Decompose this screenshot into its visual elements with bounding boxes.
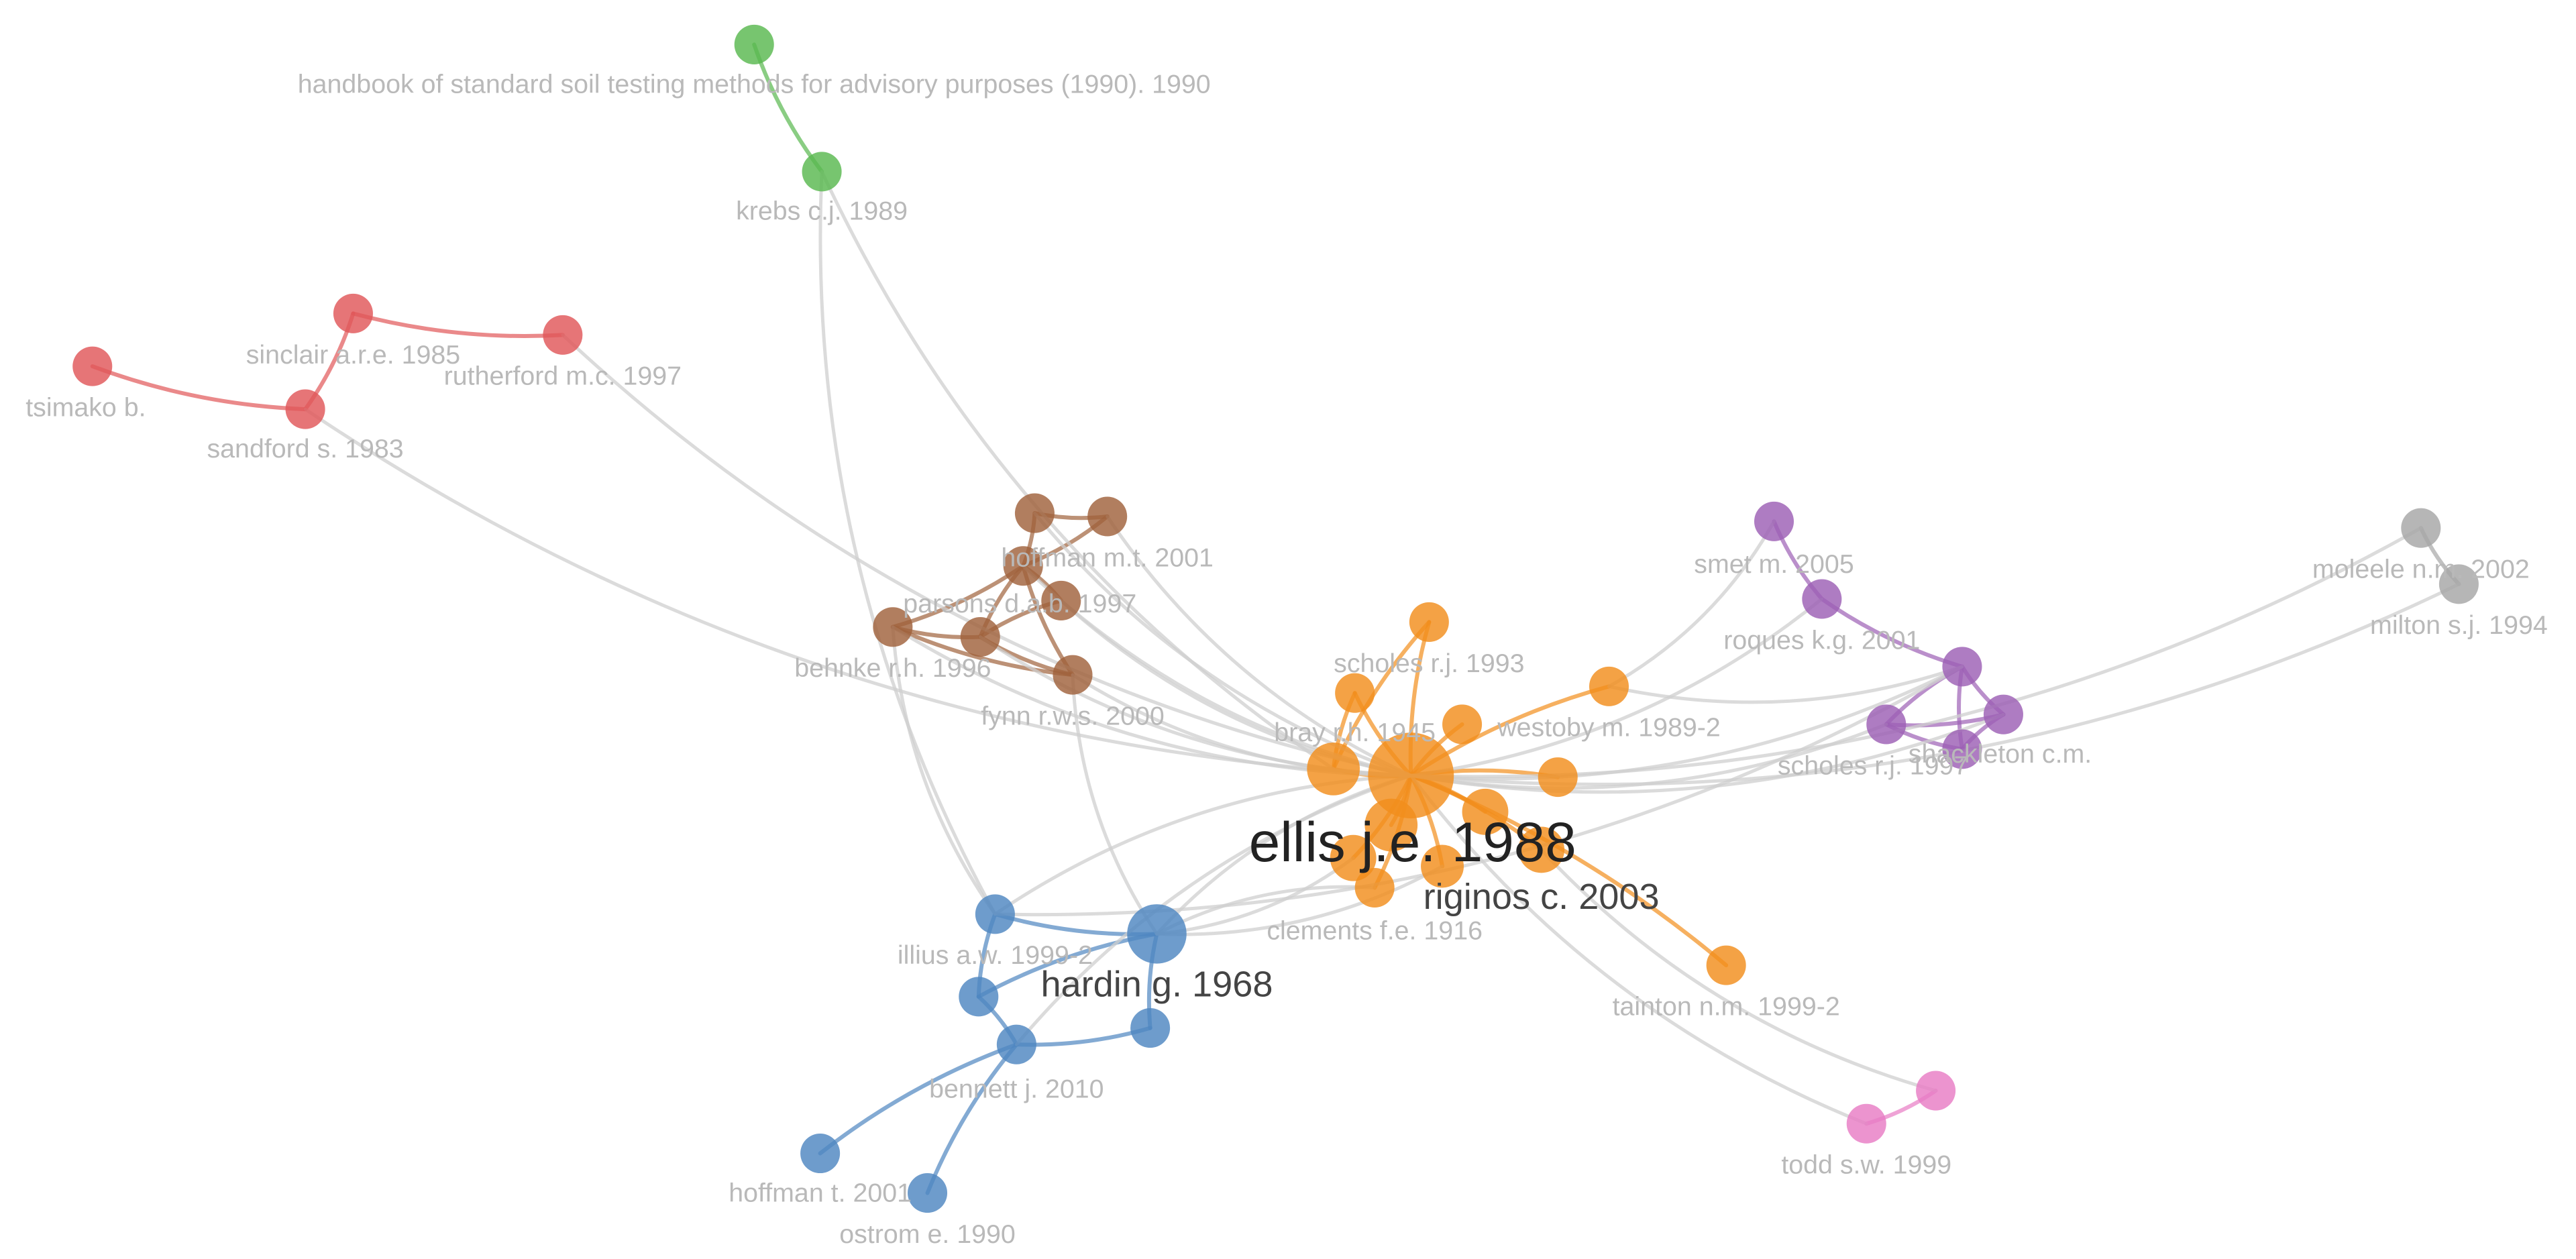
node-label-sinclair[interactable]: sinclair a.r.e. 1985 <box>246 340 460 370</box>
node-fynn[interactable] <box>1053 655 1093 695</box>
edge-hoffman2001-ellis <box>1106 514 1413 777</box>
edge-clements-hardin <box>1155 885 1377 936</box>
node-label-todd[interactable]: todd s.w. 1999 <box>1781 1150 1951 1180</box>
node-bl_extra2[interactable] <box>1130 1008 1171 1048</box>
node-label-behnke[interactable]: behnke r.h. 1996 <box>794 653 991 683</box>
nodes-layer <box>72 24 2479 1213</box>
node-hardin[interactable] <box>1127 904 1187 964</box>
node-label-shackleton[interactable]: shackleton c.m. <box>1909 739 2092 769</box>
node-label-clements[interactable]: clements f.e. 1916 <box>1267 916 1483 945</box>
edge-westoby-shackleton <box>1607 665 1964 704</box>
node-p_extra2[interactable] <box>1942 729 1982 769</box>
edge-hardin-o_extra4 <box>1155 865 1444 936</box>
node-ostrom[interactable] <box>908 1173 948 1213</box>
edge-sinclair-rutherford <box>351 311 565 338</box>
node-label-riginos[interactable]: riginos c. 2003 <box>1424 877 1660 917</box>
node-label-hoffman2001b[interactable]: hoffman t. 2001 <box>729 1178 912 1207</box>
node-label-roques[interactable]: roques k.g. 2001 <box>1723 625 1920 655</box>
node-rutherford[interactable] <box>543 315 583 355</box>
node-o_extra4[interactable] <box>1421 844 1464 888</box>
node-label-moleele[interactable]: moleele n.m. 2002 <box>2312 555 2530 584</box>
node-label-scholes1993[interactable]: scholes r.j. 1993 <box>1334 649 1524 678</box>
node-behnke[interactable] <box>873 607 913 647</box>
node-label-sandford[interactable]: sandford s. 1983 <box>207 434 403 463</box>
edge-rutherford-ellis <box>561 333 1413 777</box>
edge-ellis-shackleton <box>1409 665 1964 781</box>
node-bennett[interactable] <box>996 1024 1036 1064</box>
node-tainton[interactable] <box>1706 945 1746 985</box>
node-tsimako[interactable] <box>72 346 113 386</box>
node-o_extra7[interactable] <box>1462 788 1509 835</box>
edge-handbook-krebs <box>752 42 824 174</box>
node-label-tainton[interactable]: tainton n.m. 1999-2 <box>1613 991 1840 1021</box>
node-b_extra2[interactable] <box>960 617 1000 657</box>
node-shackleton[interactable] <box>1942 647 1982 687</box>
node-label-hardin[interactable]: hardin g. 1968 <box>1040 964 1273 1004</box>
node-label-westoby[interactable]: westoby m. 1989-2 <box>1497 713 1721 743</box>
edge-krebs-illius <box>818 170 997 916</box>
node-label-rutherford[interactable]: rutherford m.c. 1997 <box>444 362 682 391</box>
node-label-ostrom[interactable]: ostrom e. 1990 <box>839 1219 1016 1249</box>
node-milton[interactable] <box>2438 564 2479 604</box>
node-roques[interactable] <box>1802 579 1842 619</box>
edge-behnke-illius <box>891 625 997 916</box>
node-label-scholes1997[interactable]: scholes r.j. 1997 <box>1778 751 1968 780</box>
node-smet[interactable] <box>1754 501 1794 541</box>
edge-bennett-hoffman2001b <box>818 1042 1019 1156</box>
node-ellis[interactable] <box>1368 732 1454 819</box>
node-hoffman2001[interactable] <box>1087 496 1128 537</box>
edge-fynn-hardin <box>1071 673 1159 936</box>
edge-ellis-bennett <box>1014 773 1413 1046</box>
edge-bennett-ostrom <box>925 1042 1019 1195</box>
node-handbook[interactable] <box>734 24 774 64</box>
node-label-smet[interactable]: smet m. 2005 <box>1694 549 1854 579</box>
node-sinclair[interactable] <box>333 293 373 333</box>
node-pk_extra1[interactable] <box>1916 1071 1956 1111</box>
edge-riginos-pk_extra1 <box>1540 848 1938 1093</box>
node-label-ellis[interactable]: ellis j.e. 1988 <box>1249 810 1576 873</box>
edge-behnke-fynn <box>890 624 1075 677</box>
node-p_extra1[interactable] <box>1983 694 2023 734</box>
node-label-milton[interactable]: milton s.j. 1994 <box>2370 610 2548 640</box>
node-riginos[interactable] <box>1518 826 1565 873</box>
edge-westoby-smet <box>1607 519 1776 688</box>
node-bray[interactable] <box>1335 673 1375 713</box>
node-label-hoffman2001[interactable]: hoffman m.t. 2001 <box>1001 543 1214 572</box>
node-bl_extra1[interactable] <box>959 977 999 1017</box>
node-o_extra1[interactable] <box>1307 743 1360 796</box>
node-scholes1993[interactable] <box>1409 602 1449 642</box>
edge-ellis-todd <box>1409 773 1868 1126</box>
node-label-tsimako[interactable]: tsimako b. <box>25 392 146 422</box>
node-label-bennett[interactable]: bennett j. 2010 <box>929 1074 1104 1103</box>
node-label-fynn[interactable]: fynn r.w.s. 2000 <box>981 701 1165 730</box>
node-moleele[interactable] <box>2401 508 2441 548</box>
edge-ellis-roques <box>1409 597 1824 777</box>
node-hoffman2001b[interactable] <box>800 1134 841 1174</box>
node-label-illius[interactable]: illius a.w. 1999-2 <box>898 940 1093 970</box>
node-parsons[interactable] <box>1003 546 1043 586</box>
node-westoby[interactable] <box>1589 666 1629 706</box>
edge-bennett-bl_extra2 <box>1014 1026 1152 1047</box>
node-scholes1997[interactable] <box>1866 704 1907 745</box>
node-label-parsons[interactable]: parsons d.a.b. 1997 <box>903 589 1136 618</box>
node-todd[interactable] <box>1846 1103 1886 1144</box>
node-b_extra3[interactable] <box>1041 580 1081 620</box>
node-krebs[interactable] <box>802 152 842 192</box>
node-o_extra6[interactable] <box>1364 798 1418 852</box>
node-sandford[interactable] <box>285 389 325 429</box>
node-b_extra1[interactable] <box>1014 493 1055 533</box>
labels-layer: handbook of standard soil testing method… <box>25 69 2548 1249</box>
node-label-krebs[interactable]: krebs c.j. 1989 <box>736 197 908 226</box>
node-o_extra5[interactable] <box>1538 757 1578 798</box>
node-label-handbook[interactable]: handbook of standard soil testing method… <box>298 69 1211 99</box>
node-label-bray[interactable]: bray r.h. 1945 <box>1274 718 1436 747</box>
node-o_extra3[interactable] <box>1330 834 1377 881</box>
edges-layer <box>90 42 2461 1195</box>
node-o_extra2[interactable] <box>1442 704 1483 745</box>
edge-tsimako-sandford <box>90 364 308 412</box>
node-illius[interactable] <box>975 894 1015 934</box>
